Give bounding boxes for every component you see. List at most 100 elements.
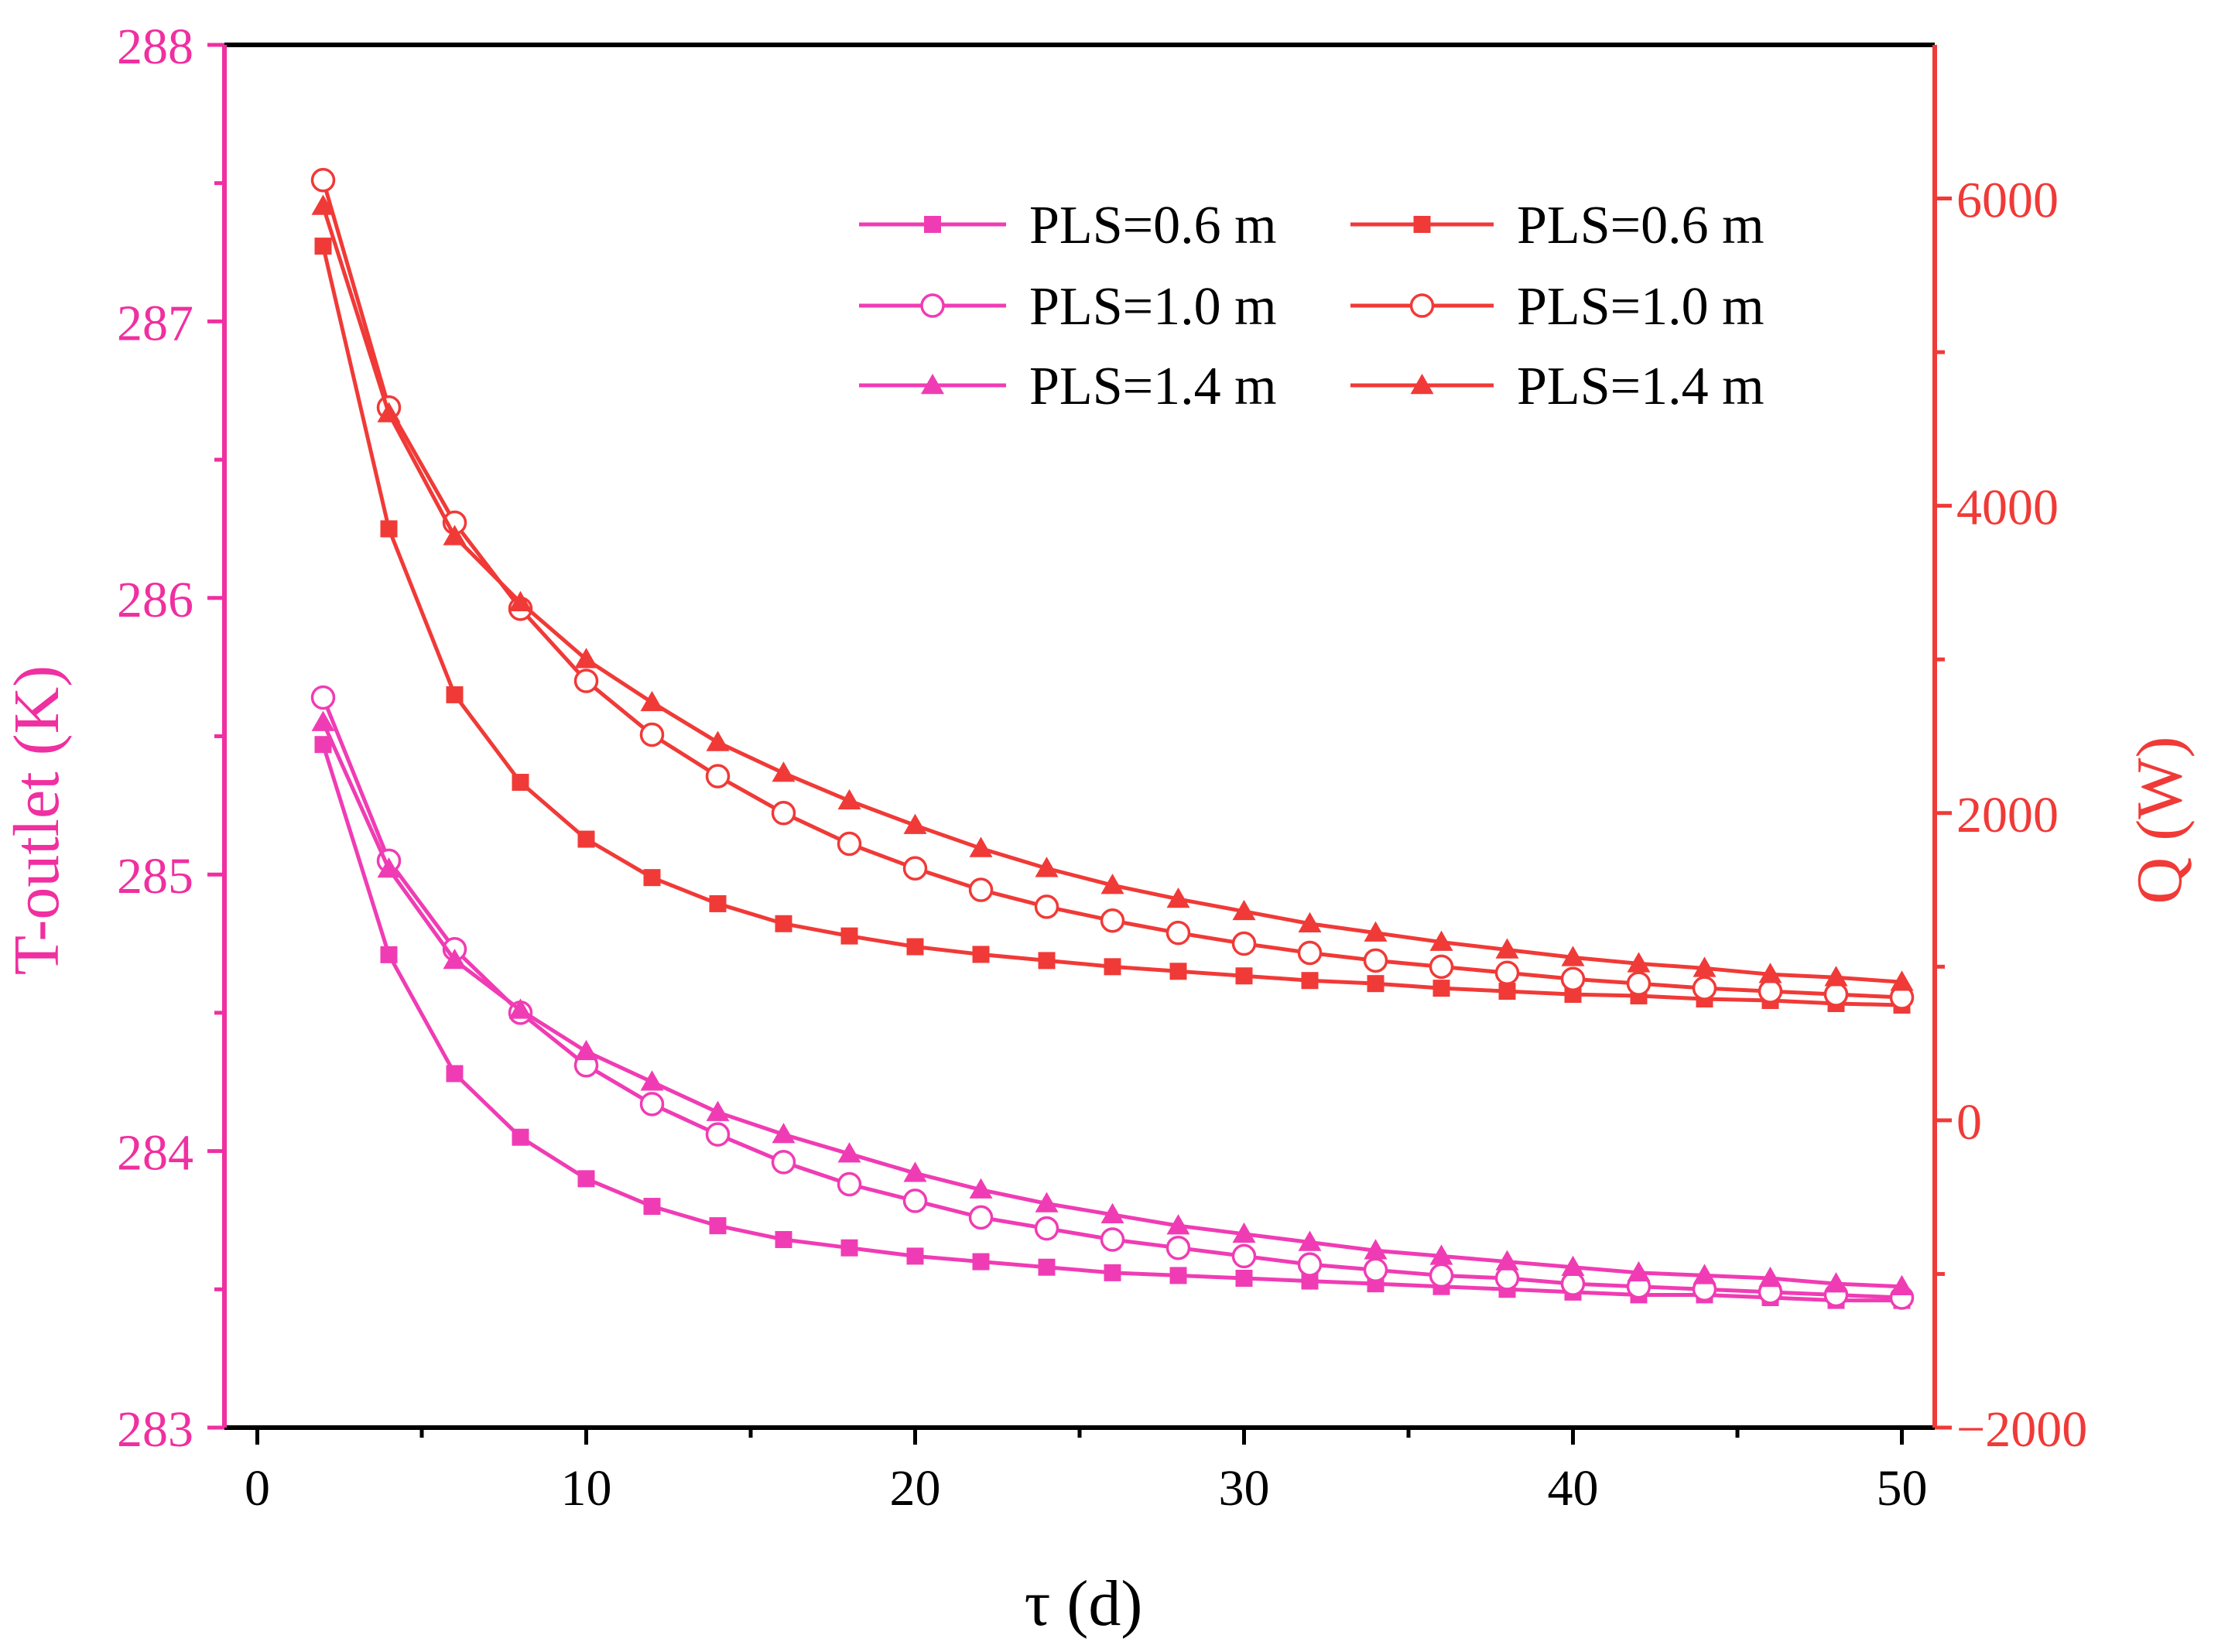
data-point — [512, 1128, 529, 1146]
data-point — [639, 722, 665, 747]
y-right-tick-label: −2000 — [1956, 1401, 2087, 1458]
data-point — [1824, 1272, 1848, 1293]
data-point — [1758, 963, 1782, 983]
data-point — [1038, 952, 1056, 970]
data-point — [1232, 1222, 1256, 1243]
y-right-tick-label: 6000 — [1956, 173, 2059, 229]
data-point — [972, 946, 990, 963]
data-point — [709, 1217, 727, 1235]
data-point — [512, 774, 529, 792]
data-point — [639, 1092, 665, 1117]
legend-entry: PLS=1.0 m — [859, 277, 1277, 337]
data-point — [446, 1065, 464, 1083]
data-point — [574, 648, 598, 669]
data-point — [837, 831, 862, 857]
legend-label: PLS=0.6 m — [1517, 196, 1764, 255]
data-point — [1038, 1258, 1056, 1276]
data-point — [837, 1142, 861, 1163]
data-point — [775, 915, 792, 932]
series-heat-1_4m — [311, 194, 1914, 991]
series-heat-0_6m — [314, 238, 1911, 1014]
data-point — [1301, 972, 1319, 990]
data-point — [1104, 958, 1121, 976]
data-point — [1104, 1264, 1121, 1281]
data-point — [1494, 1266, 1520, 1291]
data-point — [310, 685, 336, 710]
legend-label: PLS=1.0 m — [1517, 277, 1764, 337]
data-point — [377, 857, 401, 878]
data-point — [310, 167, 336, 193]
data-point — [1626, 971, 1652, 996]
data-point — [1367, 975, 1385, 993]
data-point — [1758, 1267, 1782, 1288]
data-point — [709, 894, 727, 912]
data-point — [972, 1253, 990, 1271]
data-point — [1169, 963, 1187, 980]
y-left-tick-label: 286 — [117, 572, 193, 628]
data-point — [1363, 948, 1388, 973]
data-point — [772, 761, 796, 782]
data-point — [772, 1123, 796, 1144]
data-point — [906, 1247, 924, 1265]
data-point — [1692, 976, 1717, 1000]
data-point — [771, 1150, 796, 1175]
data-point — [446, 686, 464, 703]
data-point — [902, 1189, 928, 1213]
data-point — [1100, 1227, 1125, 1252]
data-point — [314, 238, 332, 255]
data-point — [1235, 1270, 1253, 1288]
data-point — [1297, 1252, 1323, 1277]
data-point — [1495, 1250, 1519, 1271]
data-point — [380, 520, 398, 538]
legend-swatch-marker — [921, 374, 944, 395]
data-point — [1758, 979, 1783, 1004]
y-right-tick-label: 4000 — [1956, 480, 2059, 536]
legend-label: PLS=1.0 m — [1029, 277, 1277, 337]
data-point — [969, 836, 993, 857]
x-tick-label: 40 — [1548, 1460, 1599, 1517]
data-point — [1100, 874, 1124, 894]
y-left-tick-label: 288 — [117, 19, 193, 75]
data-point — [706, 730, 730, 751]
data-point — [968, 877, 994, 902]
data-point — [1034, 1216, 1059, 1241]
data-point — [643, 1198, 661, 1216]
data-point — [1166, 887, 1190, 908]
data-point — [840, 1239, 858, 1257]
y-right-tick-label: 0 — [1956, 1094, 1982, 1151]
legend-entry: PLS=1.0 m — [1350, 277, 1764, 337]
data-point — [1301, 1272, 1319, 1290]
data-point — [1232, 899, 1256, 921]
data-point — [1429, 930, 1453, 951]
data-point — [508, 998, 532, 1019]
data-point — [1494, 960, 1520, 986]
data-point — [1890, 970, 1914, 991]
data-point — [1495, 938, 1519, 959]
data-point — [705, 1122, 731, 1147]
x-axis: 0 10 20 30 40 50 — [245, 1428, 1928, 1517]
data-point — [1693, 956, 1717, 977]
data-point — [1823, 982, 1849, 1007]
data-point — [311, 194, 335, 215]
series-temperature-1_4m — [311, 710, 1914, 1295]
y-right-tick-label: 2000 — [1956, 787, 2059, 843]
data-point — [1560, 1271, 1586, 1296]
legend-entry: PLS=1.4 m — [1350, 357, 1764, 416]
data-point — [771, 801, 796, 826]
y-axis-left-title: T-outlet (K) — [1, 665, 73, 975]
data-point — [577, 1170, 595, 1188]
data-point — [1627, 952, 1651, 973]
data-point — [574, 1039, 598, 1061]
data-point — [577, 830, 595, 848]
series-layer — [310, 167, 1915, 1310]
data-point — [903, 1161, 927, 1182]
data-point — [1429, 1244, 1453, 1265]
legend-entry: PLS=0.6 m — [1350, 196, 1764, 255]
series-line — [321, 721, 1902, 1289]
data-point — [705, 764, 731, 788]
data-point — [573, 669, 599, 693]
data-point — [1824, 966, 1848, 987]
legend-label: PLS=1.4 m — [1029, 357, 1277, 416]
legend-label: PLS=0.6 m — [1029, 196, 1277, 255]
